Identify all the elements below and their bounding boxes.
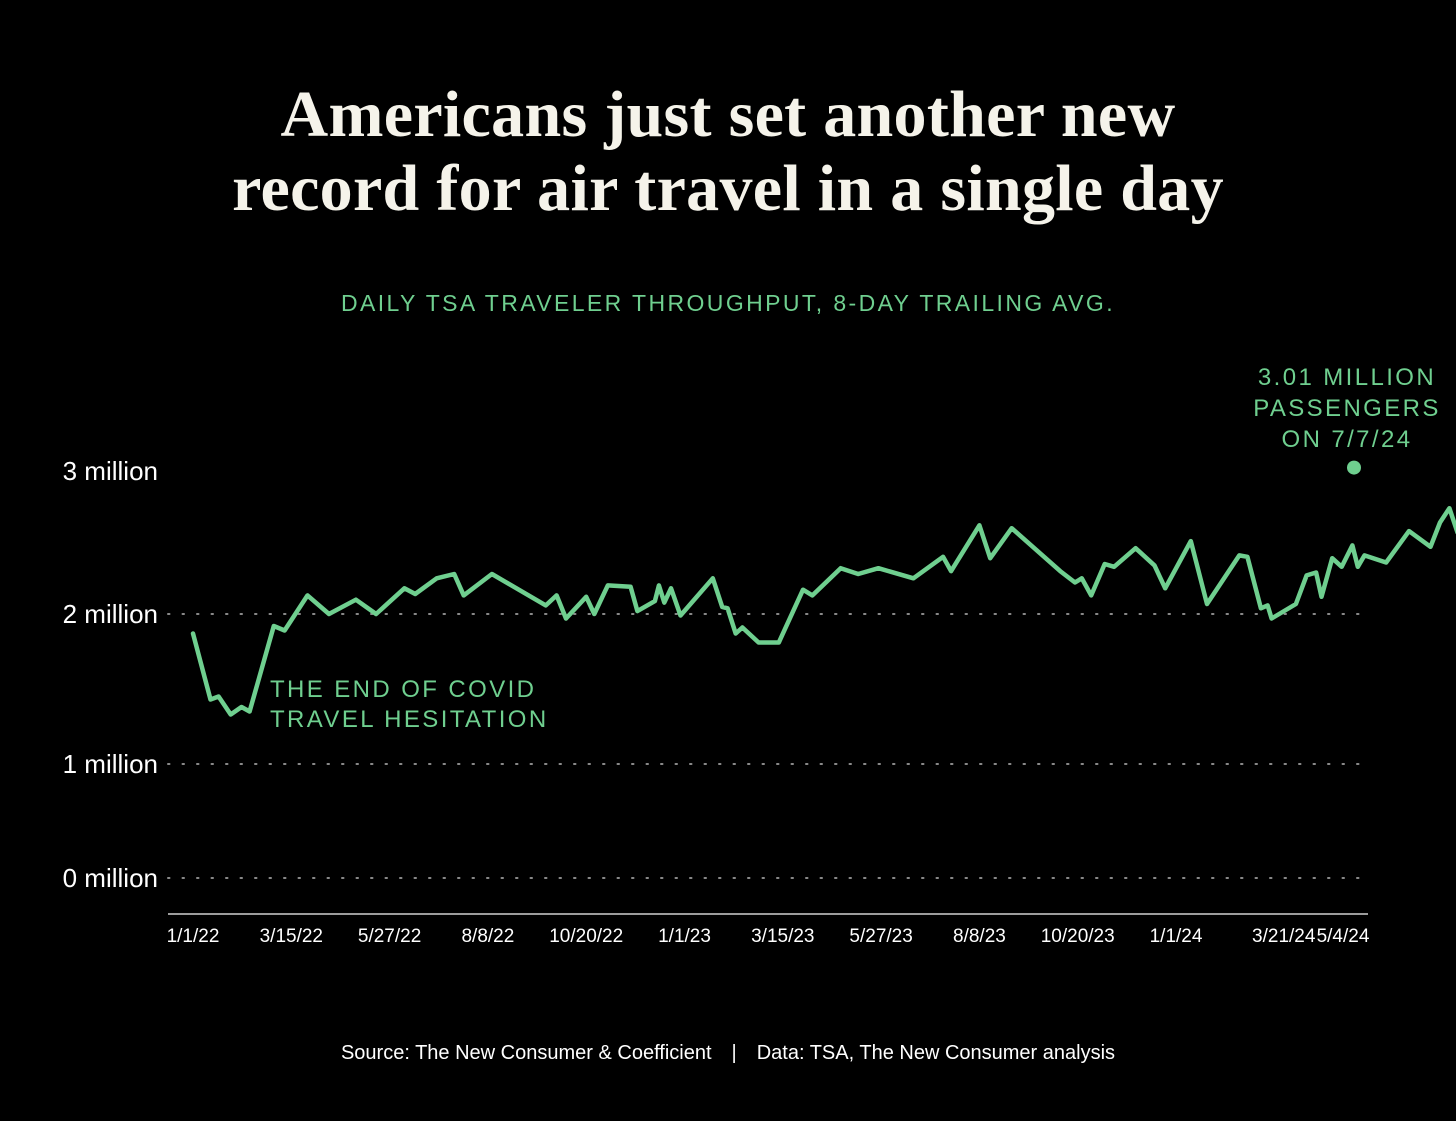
x-tick-label: 8/8/22 [461, 926, 514, 947]
x-tick-label: 5/27/22 [358, 926, 421, 947]
x-tick-label: 1/1/22 [167, 926, 220, 947]
chart-subtitle: DAILY TSA TRAVELER THROUGHPUT, 8-DAY TRA… [341, 290, 1115, 316]
title-line-2: record for air travel in a single day [232, 152, 1224, 225]
annotation-record-line: ON 7/7/24 [1282, 426, 1413, 453]
x-tick-label: 10/20/22 [549, 926, 623, 947]
x-tick-label: 10/20/23 [1041, 926, 1115, 947]
x-tick-label: 8/8/23 [953, 926, 1006, 947]
annotation-covid-line: THE END OF COVID [270, 676, 536, 703]
chart-title: Americans just set another new record fo… [0, 78, 1456, 226]
x-tick-label: 3/15/23 [751, 926, 814, 947]
x-tick-label: 1/1/23 [658, 926, 711, 947]
y-tick-label: 1 million [63, 749, 158, 779]
y-tick-label: 0 million [63, 863, 158, 893]
footer: Source: The New Consumer & Coefficient | D… [0, 1042, 1456, 1065]
annotation-record-line: PASSENGERS [1253, 395, 1441, 422]
series-line-0 [190, 505, 1456, 717]
footer-data-credit: Data: TSA, The New Consumer analysis [756, 1042, 1116, 1064]
title-line-1: Americans just set another new [280, 78, 1176, 151]
x-tick-label: 1/1/24 [1150, 926, 1203, 947]
x-tick-label: 5/27/23 [849, 926, 912, 947]
y-tick-label: 2 million [63, 599, 158, 629]
footer-separator: | [731, 1042, 737, 1064]
x-tick-label: 3/21/24 [1252, 926, 1316, 947]
annotation-covid-line: TRAVEL HESITATION [270, 706, 549, 733]
record-point [1347, 460, 1361, 475]
y-tick-label: 3 million [63, 456, 158, 486]
x-tick-label: 5/4/24 [1317, 926, 1370, 947]
annotation-record-line: 3.01 MILLION [1258, 364, 1436, 391]
x-tick-label: 3/15/22 [260, 926, 323, 947]
footer-source: Source: The New Consumer & Coefficient [340, 1042, 712, 1064]
